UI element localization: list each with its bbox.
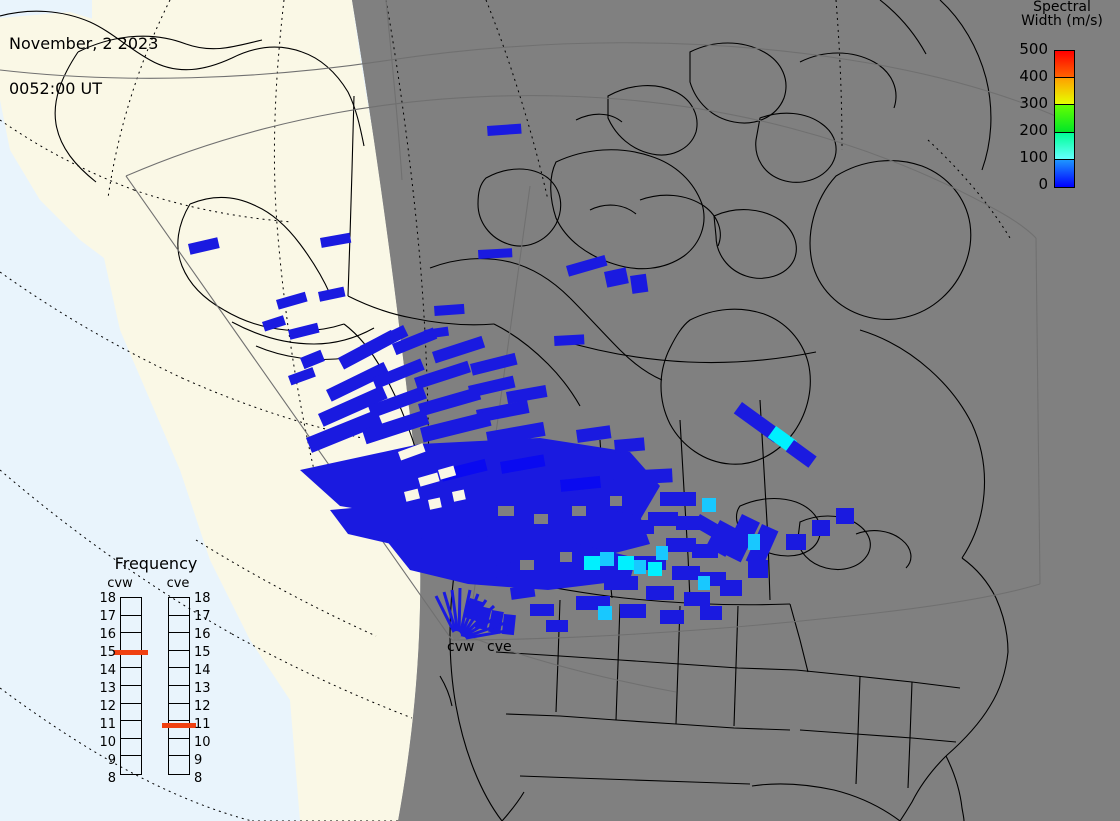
freq-tick: 14: [99, 663, 116, 678]
freq-cell: [121, 651, 141, 669]
colorbar-segment-400-500: [1055, 51, 1074, 79]
freq-tick: 17: [99, 609, 116, 624]
frequency-scale-cvw: 18 17 16 15 14 13 12 11 10 9 8: [94, 591, 116, 786]
freq-tick: 15: [194, 645, 211, 660]
frequency-title: Frequency: [114, 554, 198, 573]
freq-cell: [169, 704, 189, 722]
radar-site-label-cvw: cvw: [447, 639, 475, 655]
colorbar-segment-300-400: [1055, 78, 1074, 106]
freq-tick: 11: [194, 717, 211, 732]
freq-tick: 18: [194, 591, 211, 606]
freq-tick: 8: [107, 771, 116, 786]
colorbar-segment-100-200: [1055, 132, 1074, 160]
colorbar-gradient: [1054, 50, 1075, 188]
freq-tick: 12: [194, 699, 211, 714]
colorbar-tick-0: 0: [1038, 175, 1048, 193]
freq-tick: 10: [99, 735, 116, 750]
freq-tick: 18: [99, 591, 116, 606]
echo-gaps-day: [397, 443, 466, 510]
colorbar-segment-0-100: [1055, 159, 1074, 187]
colorbar-tick-500: 500: [1019, 40, 1048, 58]
radar-site-dot: [452, 631, 461, 640]
freq-cell: [169, 721, 189, 739]
freq-cell: [169, 739, 189, 757]
colorbar-tick-300: 300: [1019, 94, 1048, 112]
freq-cell: [121, 721, 141, 739]
echo-lobe-nw: [300, 324, 854, 636]
freq-tick: 16: [99, 627, 116, 642]
freq-tick: 8: [194, 771, 203, 786]
timestamp-date: November, 2 2023: [9, 34, 159, 53]
freq-cell: [169, 686, 189, 704]
frequency-scale-cve: 18 17 16 15 14 13 12 11 10 9 8: [194, 591, 216, 786]
radar-echoes: [188, 123, 854, 640]
freq-tick: 12: [99, 699, 116, 714]
timestamp-block: November, 2 2023 0052:00 UT: [9, 6, 158, 126]
colorbar-tick-labels: 500 400 300 200 100 0: [1002, 42, 1048, 194]
freq-tick: 17: [194, 609, 211, 624]
radar-site-label-cve: cve: [487, 639, 512, 655]
echo-gaps-night: [498, 496, 622, 570]
coastlines: [0, 0, 1009, 821]
echo-streak-hudson: [733, 402, 817, 468]
freq-cell: [169, 616, 189, 634]
freq-cell: [121, 686, 141, 704]
freq-cell: [169, 756, 189, 774]
colorbar-segment-200-300: [1055, 105, 1074, 133]
frequency-bar-cvw[interactable]: [120, 597, 142, 775]
colorbar-title: Spectral Width (m/s): [1004, 0, 1120, 28]
freq-cell: [121, 704, 141, 722]
frequency-bar-cve[interactable]: [168, 597, 190, 775]
freq-cell: [169, 651, 189, 669]
frequency-panel: Frequency cvw 18 17 16 15 14 13 12 11 10: [86, 556, 226, 791]
freq-cell: [121, 739, 141, 757]
freq-tick: 11: [99, 717, 116, 732]
freq-tick: 15: [99, 645, 116, 660]
colorbar-tick-200: 200: [1019, 121, 1048, 139]
colorbar-title-line2: Width (m/s): [1021, 13, 1103, 29]
freq-cell: [169, 633, 189, 651]
freq-tick: 9: [107, 753, 116, 768]
echo-cyan-cells: [584, 498, 760, 620]
freq-tick: 13: [194, 681, 211, 696]
frequency-column-label-cve: cve: [166, 576, 190, 591]
freq-tick: 13: [99, 681, 116, 696]
freq-cell: [121, 633, 141, 651]
freq-cell: [121, 616, 141, 634]
freq-tick: 10: [194, 735, 211, 750]
spectral-width-colorbar: Spectral Width (m/s) 500 400 300 200 100…: [1004, 0, 1120, 200]
freq-cell: [121, 598, 141, 616]
frequency-column-label-cvw: cvw: [107, 576, 133, 591]
freq-tick: 16: [194, 627, 211, 642]
freq-tick: 9: [194, 753, 203, 768]
freq-tick: 14: [194, 663, 211, 678]
frequency-marker-cvw: [114, 650, 148, 655]
freq-cell: [121, 756, 141, 774]
freq-cell: [169, 598, 189, 616]
freq-cell: [121, 668, 141, 686]
freq-cell: [169, 668, 189, 686]
echo-beam-rays: [434, 587, 513, 640]
timestamp-time: 0052:00 UT: [9, 79, 103, 98]
frequency-marker-cve: [162, 723, 196, 728]
colorbar-tick-100: 100: [1019, 148, 1048, 166]
colorbar-tick-400: 400: [1019, 67, 1048, 85]
colorbar-title-line1: Spectral: [1033, 0, 1091, 15]
